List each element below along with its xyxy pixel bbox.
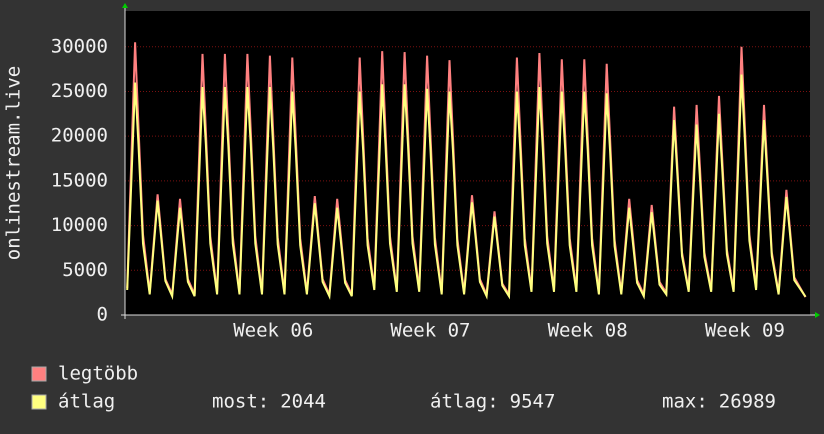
y-axis-label: onlinestream.live (3, 66, 25, 260)
x-tick-label: Week 06 (233, 320, 313, 342)
y-tick-label: 20000 (51, 125, 108, 147)
x-tick-label: Week 08 (548, 320, 628, 342)
stat-value: 26989 (719, 391, 776, 413)
x-tick-label: Week 09 (705, 320, 785, 342)
data-line (126, 74, 807, 301)
x-tick-label: Week 07 (390, 320, 470, 342)
legend-label: legtöbb (58, 363, 138, 385)
stat-label: átlag: (430, 391, 499, 413)
stat-value: 2044 (280, 391, 326, 413)
legend-swatch (31, 394, 47, 410)
y-tick-label: 25000 (51, 80, 108, 102)
stat-value: 9547 (510, 391, 556, 413)
stat-label: max: (662, 391, 708, 413)
legend-label: átlag (58, 391, 115, 413)
y-tick-label: 5000 (62, 259, 108, 281)
stat-label: most: (212, 391, 269, 413)
y-tick-label: 0 (97, 304, 108, 326)
y-arrow (122, 3, 128, 8)
y-tick-label: 15000 (51, 169, 108, 191)
y-tick-label: 30000 (51, 35, 108, 57)
legend-swatch (31, 366, 47, 382)
x-arrow (815, 312, 820, 318)
y-tick-label: 10000 (51, 214, 108, 236)
